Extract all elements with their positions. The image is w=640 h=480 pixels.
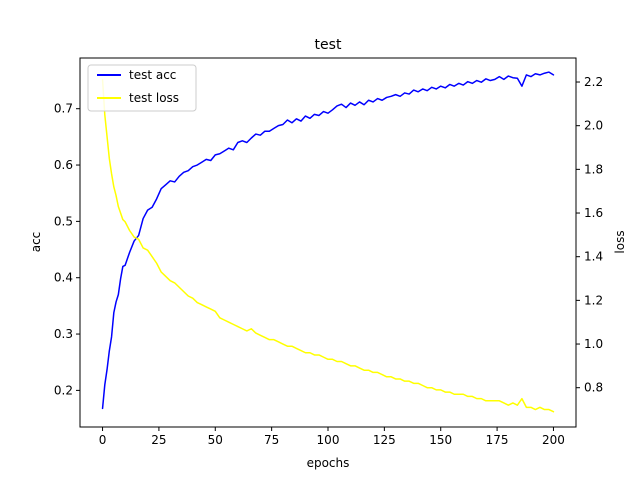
right-y-tick-label: 2.2 — [584, 75, 603, 89]
x-tick-label: 150 — [429, 433, 452, 447]
test-acc-line — [101, 71, 555, 410]
x-tick-label: 25 — [151, 433, 166, 447]
left-y-axis-ticks: 0.2 0.3 0.4 0.5 0.6 0.7 — [54, 102, 80, 397]
left-y-tick-label: 0.2 — [54, 383, 73, 397]
x-axis-ticks: 0 25 50 75 100 125 150 175 200 — [99, 427, 565, 447]
x-tick-label: 200 — [542, 433, 565, 447]
right-y-tick-label: 1.6 — [584, 206, 603, 220]
left-y-tick-label: 0.5 — [54, 214, 73, 228]
series-group — [101, 71, 555, 413]
legend-box — [87, 64, 197, 112]
x-tick-label: 0 — [99, 433, 107, 447]
legend: test acc test loss — [87, 64, 197, 112]
right-y-tick-label: 2.0 — [584, 119, 603, 133]
right-y-tick-label: 1.2 — [584, 293, 603, 307]
legend-label-test-acc: test acc — [129, 68, 176, 82]
right-y-axis-ticks: 0.8 1.0 1.2 1.4 1.6 1.8 2.0 2.2 — [576, 75, 603, 395]
chart-title: test — [315, 37, 342, 53]
x-tick-label: 175 — [486, 433, 509, 447]
left-y-tick-label: 0.4 — [54, 271, 73, 285]
left-y-tick-label: 0.6 — [54, 158, 73, 172]
x-axis-label: epochs — [307, 456, 350, 470]
x-tick-label: 100 — [317, 433, 340, 447]
right-y-tick-label: 0.8 — [584, 381, 603, 395]
x-tick-label: 75 — [264, 433, 279, 447]
left-y-axis-label: acc — [29, 232, 43, 253]
x-tick-label: 50 — [208, 433, 223, 447]
test-loss-line — [101, 79, 555, 413]
left-y-tick-label: 0.3 — [54, 327, 73, 341]
x-tick-label: 125 — [373, 433, 396, 447]
right-y-tick-label: 1.4 — [584, 250, 603, 264]
right-y-axis-label: loss — [613, 230, 627, 253]
legend-label-test-loss: test loss — [129, 91, 179, 105]
left-y-tick-label: 0.7 — [54, 102, 73, 116]
right-y-tick-label: 1.8 — [584, 162, 603, 176]
right-y-tick-label: 1.0 — [584, 337, 603, 351]
